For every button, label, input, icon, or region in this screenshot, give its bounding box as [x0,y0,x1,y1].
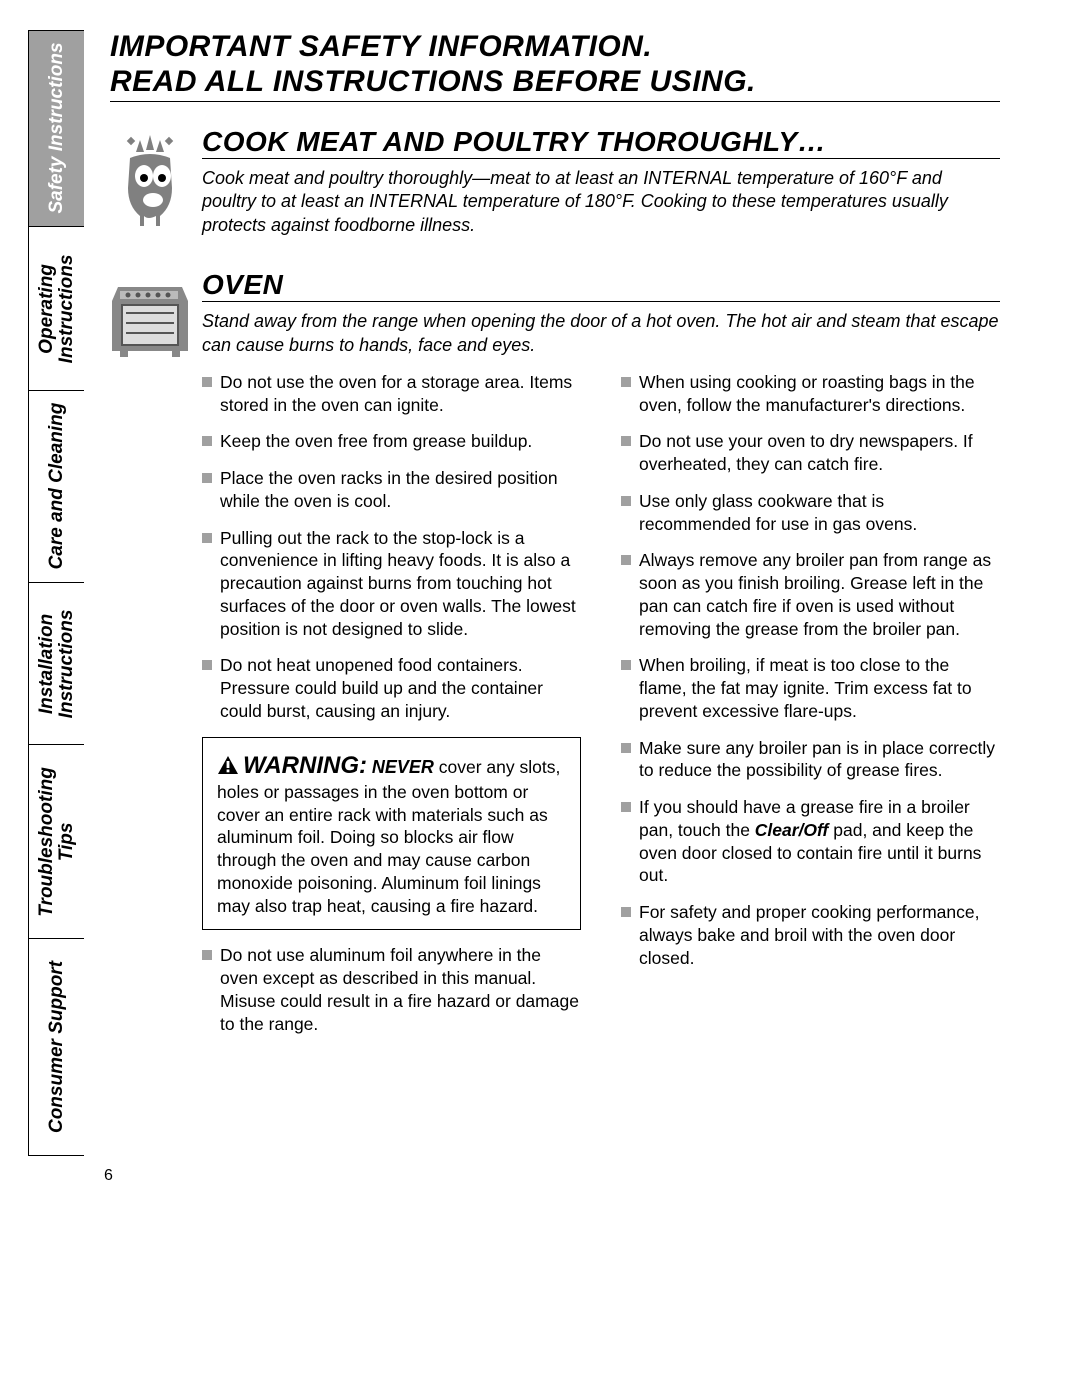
side-tab-label-4: TroubleshootingTips [37,755,77,929]
bullet-square [621,377,631,387]
cook-icon [110,130,190,230]
oven-icon-col [110,269,202,1049]
bullet-square [202,377,212,387]
list-item-text: Always remove any broiler pan from range… [639,549,1000,640]
list-item-text: When broiling, if meat is too close to t… [639,654,1000,722]
bullet-square [621,660,631,670]
list-item: Do not heat unopened food containers. Pr… [202,654,581,722]
bullet-square [202,950,212,960]
list-item: Always remove any broiler pan from range… [621,549,1000,640]
section-cook-title: COOK MEAT AND POULTRY THOROUGHLY… [202,126,1000,159]
list-item: Make sure any broiler pan is in place co… [621,737,1000,783]
side-tab-3[interactable]: InstallationInstructions [28,582,84,744]
list-item-text: When using cooking or roasting bags in t… [639,371,1000,417]
oven-left-column: Do not use the oven for a storage area. … [202,371,581,1049]
list-item: Do not use your oven to dry newspapers. … [621,430,1000,476]
list-item: Do not use aluminum foil anywhere in the… [202,944,581,1035]
main-title-line1: IMPORTANT SAFETY INFORMATION. [110,30,652,63]
list-item: Keep the oven free from grease buildup. [202,430,581,453]
list-item-text: Do not use the oven for a storage area. … [220,371,581,417]
section-oven-intro: Stand away from the range when opening t… [202,310,1000,357]
bullet-square [621,743,631,753]
list-item-text: For safety and proper cooking performanc… [639,901,1000,969]
side-tab-0[interactable]: Safety Instructions [28,30,84,226]
side-tab-label-0: Safety Instructions [46,40,68,216]
side-tab-label-5: Consumer Support [46,948,68,1146]
list-item-text: Do not use aluminum foil anywhere in the… [220,944,581,1035]
page-content: IMPORTANT SAFETY INFORMATION. READ ALL I… [110,30,1000,1049]
list-item: Do not use the oven for a storage area. … [202,371,581,417]
section-oven: OVEN Stand away from the range when open… [110,269,1000,1049]
warning-body: cover any slots, holes or passages in th… [217,757,560,916]
oven-right-column: When using cooking or roasting bags in t… [621,371,1000,1049]
bullet-square [621,496,631,506]
list-item-text: Pulling out the rack to the stop-lock is… [220,527,581,641]
side-tab-label-1: OperatingInstructions [37,237,77,381]
list-item-text: Make sure any broiler pan is in place co… [639,737,1000,783]
bullet-square [621,907,631,917]
main-title-line2: READ ALL INSTRUCTIONS BEFORE USING. [110,65,756,98]
warning-head: WARNING: [243,752,367,779]
list-item-text: If you should have a grease fire in a br… [639,796,1000,887]
side-tab-2[interactable]: Care and Cleaning [28,390,84,582]
list-item: When using cooking or roasting bags in t… [621,371,1000,417]
bullet-square [621,802,631,812]
list-item: For safety and proper cooking performanc… [621,901,1000,969]
list-item: Place the oven racks in the desired posi… [202,467,581,513]
list-item-text: Use only glass cookware that is recommen… [639,490,1000,536]
list-item-text: Do not use your oven to dry newspapers. … [639,430,1000,476]
oven-icon [110,273,190,363]
bullet-square [202,660,212,670]
section-oven-title: OVEN [202,269,1000,302]
warning-never: NEVER [372,757,434,777]
warning-box: WARNING: NEVER cover any slots, holes or… [202,737,581,931]
page-number: 6 [104,1167,113,1185]
side-tab-label-2: Care and Cleaning [46,400,68,572]
bullet-square [202,533,212,543]
section-cook-intro: Cook meat and poultry thoroughly—meat to… [202,167,1000,237]
list-item-text: Keep the oven free from grease buildup. [220,430,581,453]
section-cook: COOK MEAT AND POULTRY THOROUGHLY… Cook m… [110,126,1000,251]
cook-icon-col [110,126,202,251]
list-item: Use only glass cookware that is recommen… [621,490,1000,536]
side-tab-1[interactable]: OperatingInstructions [28,226,84,390]
side-tab-label-3: InstallationInstructions [37,593,77,735]
list-item: If you should have a grease fire in a br… [621,796,1000,887]
list-item-text: Do not heat unopened food containers. Pr… [220,654,581,722]
list-item: When broiling, if meat is too close to t… [621,654,1000,722]
side-tab-4[interactable]: TroubleshootingTips [28,744,84,938]
main-title: IMPORTANT SAFETY INFORMATION. READ ALL I… [110,30,1000,102]
bullet-square [621,555,631,565]
list-item-text: Place the oven racks in the desired posi… [220,467,581,513]
warning-triangle-icon [217,755,239,781]
bullet-square [202,473,212,483]
list-item: Pulling out the rack to the stop-lock is… [202,527,581,641]
bullet-square [202,436,212,446]
bullet-square [621,436,631,446]
side-tab-5[interactable]: Consumer Support [28,938,84,1156]
side-tabs: Safety Instructions OperatingInstructions… [28,30,84,1190]
